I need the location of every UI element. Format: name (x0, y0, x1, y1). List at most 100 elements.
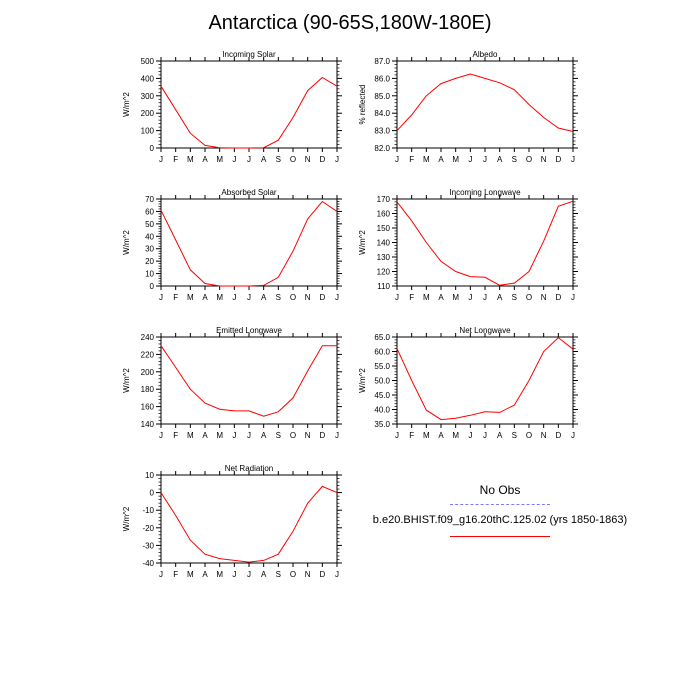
x-tick-label: O (290, 431, 296, 440)
series-line (396, 336, 574, 421)
x-tick-label: A (497, 431, 503, 440)
plot-frame (160, 474, 338, 564)
x-tick-label: O (290, 155, 296, 164)
x-tick-label: M (452, 431, 459, 440)
y-tick-label: 120 (377, 268, 391, 277)
x-tick-label: J (247, 155, 251, 164)
y-tick-label: 220 (141, 350, 155, 359)
x-tick-label: N (305, 431, 311, 440)
x-tick-label: J (247, 570, 251, 579)
x-tick-label: A (497, 155, 503, 164)
x-tick-label: J (159, 293, 163, 302)
x-tick-label: M (216, 431, 223, 440)
x-tick-label: J (335, 431, 339, 440)
y-axis-label: % reflected (358, 84, 367, 124)
x-tick-label: J (335, 155, 339, 164)
chart-panel: Albedo % reflected 82.0 83.0 84.0 85.0 86.0 87.… (358, 50, 578, 164)
y-tick-label: 50.0 (374, 377, 390, 386)
x-tick-label: A (202, 293, 208, 302)
y-tick-label: 60 (145, 207, 154, 216)
x-tick-label: F (173, 293, 178, 302)
x-tick-label: F (173, 431, 178, 440)
plot-frame (396, 60, 574, 149)
x-tick-label: A (261, 570, 267, 579)
chart-title: Emitted Longwave (216, 326, 282, 335)
x-tick-label: M (216, 570, 223, 579)
y-axis-label: W/m^2 (122, 506, 131, 531)
x-tick-label: O (526, 431, 532, 440)
y-tick-label: 40 (145, 232, 154, 241)
x-tick-label: J (483, 431, 487, 440)
x-tick-label: J (395, 293, 399, 302)
chart-title: Incoming Longwave (449, 188, 521, 197)
series-line (396, 200, 574, 286)
x-tick-label: D (555, 293, 561, 302)
y-tick-label: 500 (141, 57, 155, 66)
chart-title: Incoming Solar (222, 50, 276, 59)
x-tick-label: S (512, 431, 517, 440)
x-tick-label: O (290, 570, 296, 579)
x-tick-label: A (202, 155, 208, 164)
y-tick-label: 200 (141, 368, 155, 377)
y-tick-label: 83.0 (374, 127, 390, 136)
x-tick-label: A (261, 293, 267, 302)
y-tick-label: -40 (142, 559, 154, 568)
x-tick-label: D (319, 431, 325, 440)
y-tick-label: -10 (142, 506, 154, 515)
x-tick-label: N (305, 570, 311, 579)
y-tick-label: 130 (377, 253, 391, 262)
y-tick-label: -30 (142, 541, 154, 550)
x-tick-label: J (395, 431, 399, 440)
x-tick-label: J (232, 431, 236, 440)
x-tick-label: F (409, 155, 414, 164)
plot-frame (396, 198, 574, 287)
x-tick-label: S (512, 155, 517, 164)
chart-title: Net Longwave (459, 326, 511, 335)
x-tick-label: O (290, 293, 296, 302)
x-tick-label: N (541, 293, 547, 302)
y-tick-label: -20 (142, 524, 154, 533)
x-tick-label: J (468, 293, 472, 302)
x-tick-label: J (232, 293, 236, 302)
legend-obs-line (450, 504, 550, 505)
series-line (160, 485, 338, 563)
x-tick-label: A (438, 155, 444, 164)
x-tick-label: J (159, 155, 163, 164)
x-tick-label: M (187, 293, 194, 302)
x-tick-label: J (159, 431, 163, 440)
x-tick-label: J (247, 431, 251, 440)
y-tick-label: 60.0 (374, 348, 390, 357)
y-tick-label: 82.0 (374, 144, 390, 153)
x-tick-label: D (319, 570, 325, 579)
x-tick-label: M (216, 155, 223, 164)
series-line (160, 200, 338, 287)
legend-obs-label: No Obs (479, 483, 521, 497)
y-tick-label: 400 (141, 74, 155, 83)
chart-panel: Incoming Longwave W/m^2 110 120 130 140 150 160… (358, 188, 578, 302)
y-tick-label: 150 (377, 224, 391, 233)
x-tick-label: A (261, 431, 267, 440)
y-tick-label: 85.0 (374, 92, 390, 101)
x-tick-label: M (423, 293, 430, 302)
x-tick-label: N (305, 293, 311, 302)
y-tick-label: 0 (150, 282, 155, 291)
x-tick-label: M (452, 293, 459, 302)
legend-model-label: b.e20.BHIST.f09_g16.20thC.125.02 (yrs 18… (372, 514, 628, 526)
x-tick-label: M (423, 431, 430, 440)
y-tick-label: 160 (141, 403, 155, 412)
x-tick-label: M (216, 293, 223, 302)
x-tick-label: D (319, 155, 325, 164)
x-tick-label: N (541, 431, 547, 440)
y-tick-label: 84.0 (374, 109, 390, 118)
y-tick-label: 10 (145, 270, 154, 279)
y-tick-label: 140 (377, 239, 391, 248)
y-tick-label: 45.0 (374, 391, 390, 400)
y-tick-label: 55.0 (374, 362, 390, 371)
x-tick-label: J (483, 155, 487, 164)
x-tick-label: A (438, 431, 444, 440)
y-tick-label: 100 (141, 127, 155, 136)
y-tick-label: 0 (150, 489, 155, 498)
y-axis-label: W/m^2 (358, 368, 367, 393)
